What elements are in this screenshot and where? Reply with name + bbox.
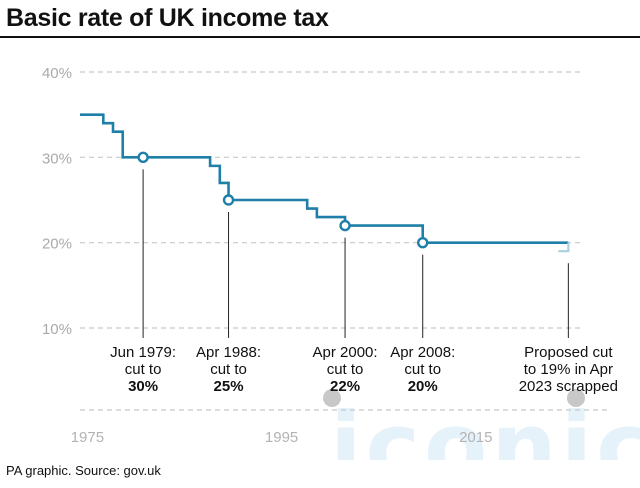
annotation-line: Apr 1988: bbox=[196, 344, 261, 361]
data-point-marker bbox=[222, 194, 235, 206]
annotation-line: 2023 scrapped bbox=[519, 378, 618, 395]
y-tick-label: 30% bbox=[42, 150, 72, 167]
x-tick-label: 1995 bbox=[265, 429, 298, 446]
data-point-marker bbox=[137, 151, 149, 164]
annotation-line: cut to bbox=[327, 361, 364, 378]
income-tax-chart: iconic 10% 20% 30% 40% 1975 1995 2015 Jun 197… bbox=[42, 65, 640, 460]
watermark: iconic bbox=[323, 389, 640, 460]
data-point-marker bbox=[417, 236, 429, 249]
marker-layer bbox=[137, 151, 429, 249]
annotation-line: to 19% in Apr bbox=[524, 361, 613, 378]
proposed-dashed-tail bbox=[558, 242, 570, 253]
series-layer bbox=[80, 113, 570, 253]
y-axis-ticks: 10% 20% 30% 40% bbox=[42, 65, 72, 338]
data-point-marker bbox=[339, 219, 351, 232]
watermark-text: iconic bbox=[330, 393, 640, 460]
annotation-line: Apr 2008: bbox=[390, 344, 455, 361]
watermark-dot bbox=[567, 389, 585, 407]
title-divider bbox=[0, 36, 640, 38]
annotation-line: Jun 1979: bbox=[110, 344, 176, 361]
x-axis-ticks: 1975 1995 2015 bbox=[71, 429, 493, 446]
annotation-line: Proposed cut bbox=[524, 344, 613, 361]
annotation-line: cut to bbox=[404, 361, 441, 378]
y-tick-label: 10% bbox=[42, 321, 72, 338]
annotation-value: 30% bbox=[128, 378, 158, 395]
annotation-line: cut to bbox=[210, 361, 247, 378]
annotation-value: 22% bbox=[330, 378, 360, 395]
annotation-leaders bbox=[142, 169, 569, 338]
y-tick-label: 40% bbox=[42, 65, 72, 82]
source-note: PA graphic. Source: gov.uk bbox=[6, 463, 161, 478]
annotation-line: Apr 2000: bbox=[313, 344, 378, 361]
x-tick-label: 2015 bbox=[459, 429, 492, 446]
annotation-value: 20% bbox=[408, 378, 438, 395]
annotation-value: 25% bbox=[214, 378, 244, 395]
annotation-line: cut to bbox=[125, 361, 162, 378]
series-line bbox=[80, 113, 569, 244]
x-tick-label: 1975 bbox=[71, 429, 104, 446]
chart-title: Basic rate of UK income tax bbox=[6, 4, 329, 32]
y-tick-label: 20% bbox=[42, 236, 72, 253]
watermark-dot bbox=[323, 389, 341, 407]
